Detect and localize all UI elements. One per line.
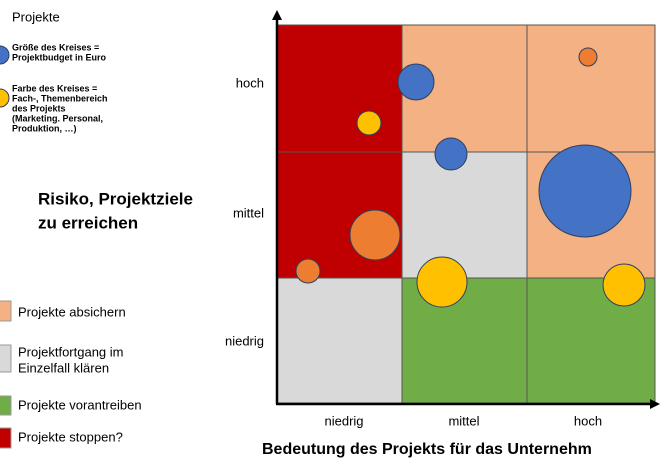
bubble: [434, 137, 468, 171]
legend-swatch: [0, 300, 12, 322]
legend-label: Projekte absichern: [18, 304, 126, 319]
bubble: [349, 209, 401, 261]
color-note: des Projekts: [12, 103, 66, 113]
size-note: Projektbudget in Euro: [12, 52, 107, 62]
y-arrow: [272, 10, 282, 20]
bubble: [397, 63, 435, 101]
y-label: mittel: [233, 205, 264, 220]
legend-swatch: [0, 344, 12, 373]
size-icon: [0, 45, 10, 65]
color-note: Produktion, …): [12, 123, 77, 133]
legend: Projekte absichern Projektfortgang im Ei…: [0, 300, 142, 449]
bubble: [602, 263, 646, 307]
intro-title: Projekte: [12, 9, 60, 24]
legend-label: Einzelfall klären: [18, 360, 109, 375]
cell: [276, 277, 403, 404]
cell: [276, 24, 403, 153]
x-label: hoch: [574, 413, 602, 428]
color-note: Fach-, Themenbereich: [12, 93, 108, 103]
y-axis-title: zu erreichen: [38, 213, 138, 232]
x-arrow: [650, 399, 660, 409]
cell: [401, 151, 528, 279]
color-icon: [0, 88, 10, 108]
color-note: (Marketing. Personal,: [12, 113, 103, 123]
bubble: [356, 110, 382, 136]
x-label: mittel: [448, 413, 479, 428]
legend-swatch: [0, 395, 12, 416]
y-label: hoch: [236, 75, 264, 90]
cell: [401, 277, 528, 404]
legend-label: Projekte vorantreiben: [18, 397, 142, 412]
legend-label: Projektfortgang im: [18, 344, 124, 359]
x-label: niedrig: [324, 413, 363, 428]
bubble: [295, 258, 321, 284]
bubble: [416, 256, 468, 308]
legend-swatch: [0, 427, 12, 449]
legend-label: Projekte stoppen?: [18, 429, 123, 444]
cell: [526, 24, 656, 153]
y-label: niedrig: [225, 333, 264, 348]
x-axis-title: Bedeutung des Projekts für das Unternehm: [262, 441, 592, 458]
bubbles: [295, 47, 646, 308]
size-note: Größe des Kreises =: [12, 42, 99, 52]
bubble: [538, 144, 632, 238]
color-note: Farbe des Kreises =: [12, 83, 97, 93]
bubble: [578, 47, 598, 67]
matrix: [276, 24, 656, 404]
y-axis-title: Risiko, Projektziele: [38, 189, 193, 208]
